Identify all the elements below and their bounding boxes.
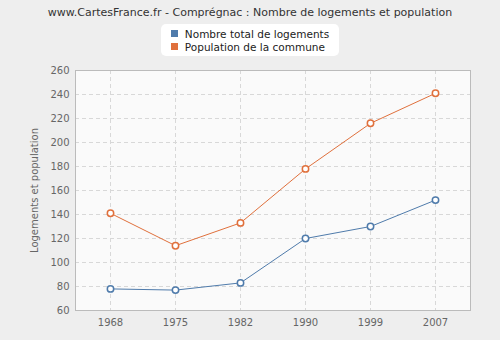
svg-text:180: 180 bbox=[50, 161, 69, 172]
svg-text:120: 120 bbox=[50, 233, 69, 244]
html-text:Nombre total de logements: Nombre total de logements bbox=[184, 27, 330, 40]
svg-text:1968: 1968 bbox=[98, 317, 123, 328]
svg-text:220: 220 bbox=[50, 113, 69, 124]
svg-text:200: 200 bbox=[50, 137, 69, 148]
svg-text:160: 160 bbox=[50, 185, 69, 196]
svg-text:1982: 1982 bbox=[228, 317, 253, 328]
html-text:www.CartesFrance.fr - Comprégn: www.CartesFrance.fr - Comprégnac : Nombr… bbox=[47, 6, 453, 19]
svg-text:240: 240 bbox=[50, 89, 69, 100]
svg-text:140: 140 bbox=[50, 209, 69, 220]
html-text:Population de la commune: Population de la commune bbox=[184, 40, 325, 53]
svg-text:80: 80 bbox=[57, 281, 70, 292]
svg-text:260: 260 bbox=[50, 65, 69, 76]
svg-text:2007: 2007 bbox=[423, 317, 448, 328]
svg-text:1975: 1975 bbox=[163, 317, 188, 328]
svg-text:100: 100 bbox=[50, 257, 69, 268]
svg-text:1990: 1990 bbox=[293, 317, 318, 328]
svg-text:60: 60 bbox=[57, 305, 70, 316]
svg-text:1999: 1999 bbox=[358, 317, 383, 328]
svg-text:Logements et population: Logements et population bbox=[29, 128, 40, 253]
